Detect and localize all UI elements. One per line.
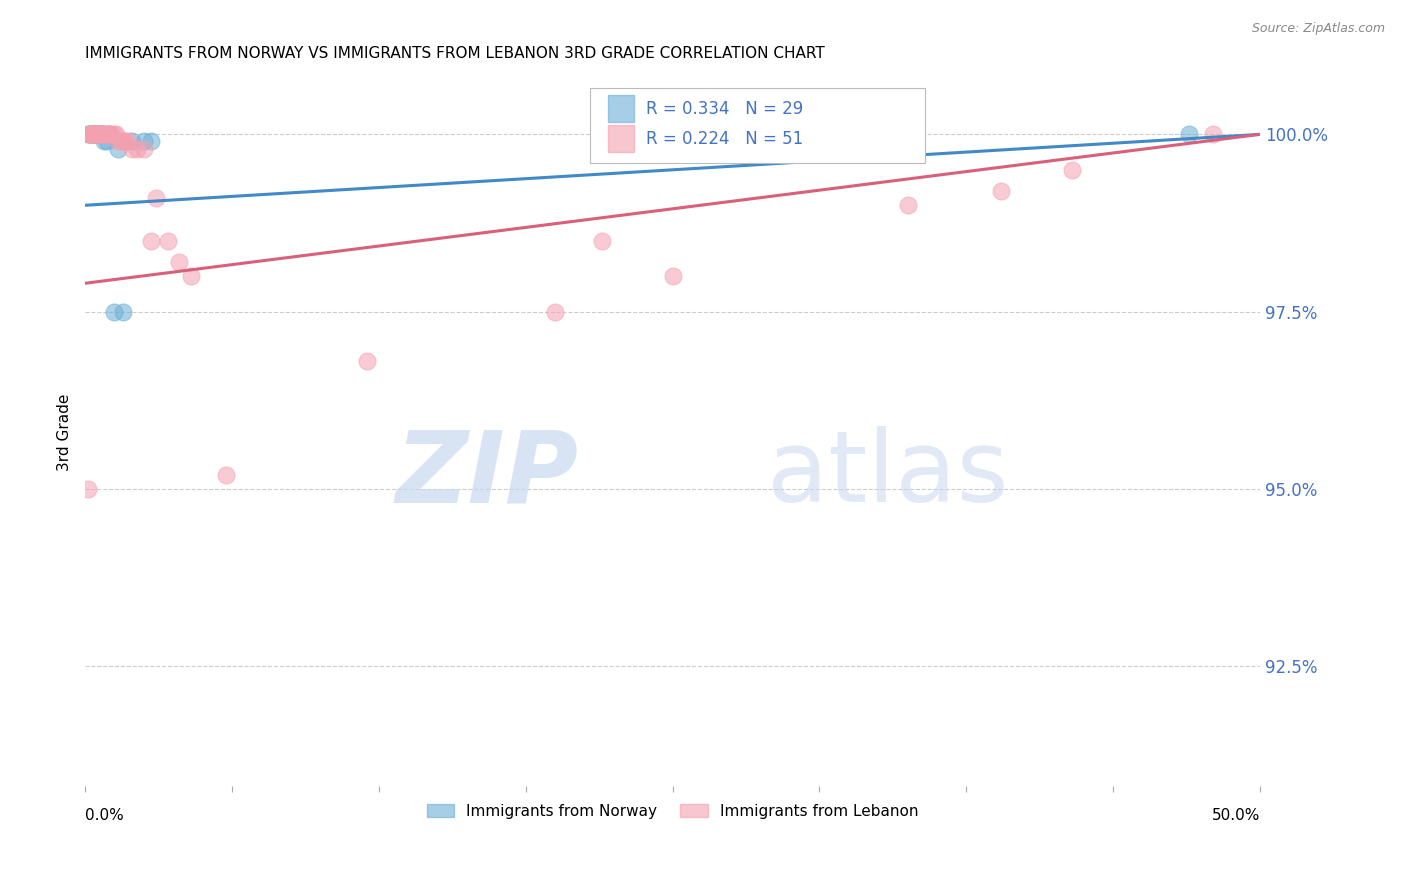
Point: [145, 191, 167, 205]
Point: [93, 128, 115, 142]
Point: [1202, 128, 1225, 142]
Point: [97, 128, 120, 142]
Point: [93, 135, 115, 149]
Point: [180, 269, 202, 284]
Point: [121, 135, 143, 149]
Text: 0.0%: 0.0%: [86, 808, 124, 822]
Text: atlas: atlas: [766, 426, 1008, 523]
Point: [103, 304, 125, 318]
Point: [90, 128, 112, 142]
Point: [83, 128, 105, 142]
Text: ZIP: ZIP: [395, 426, 579, 523]
Point: [86, 128, 108, 142]
Point: [990, 184, 1012, 198]
Point: [1060, 162, 1083, 177]
Text: Source: ZipAtlas.com: Source: ZipAtlas.com: [1251, 22, 1385, 36]
Point: [89, 128, 111, 142]
Point: [83, 128, 105, 142]
Point: [89, 128, 111, 142]
Point: [117, 135, 139, 149]
Text: R = 0.334   N = 29: R = 0.334 N = 29: [645, 100, 803, 118]
Point: [96, 128, 118, 142]
Point: [97, 128, 120, 142]
Point: [83, 128, 105, 142]
Point: [103, 128, 125, 142]
FancyBboxPatch shape: [607, 125, 634, 153]
Point: [356, 354, 378, 368]
Point: [141, 234, 163, 248]
Text: R = 0.224   N = 51: R = 0.224 N = 51: [645, 129, 803, 147]
Point: [544, 304, 567, 318]
Legend: Immigrants from Norway, Immigrants from Lebanon: Immigrants from Norway, Immigrants from …: [420, 797, 925, 825]
Point: [86, 128, 108, 142]
FancyBboxPatch shape: [591, 88, 925, 162]
Point: [114, 135, 136, 149]
Point: [896, 198, 918, 212]
Point: [100, 128, 122, 142]
Point: [156, 234, 179, 248]
Point: [83, 128, 105, 142]
Point: [86, 128, 108, 142]
Point: [86, 128, 108, 142]
Point: [79, 128, 101, 142]
Point: [89, 128, 111, 142]
Point: [125, 142, 148, 156]
Text: 50.0%: 50.0%: [1212, 808, 1260, 822]
Point: [169, 255, 191, 269]
Point: [79, 128, 101, 142]
Point: [104, 128, 127, 142]
Point: [141, 135, 163, 149]
Point: [96, 135, 118, 149]
Point: [111, 135, 134, 149]
Point: [89, 128, 111, 142]
Point: [76, 128, 98, 142]
Point: [82, 128, 104, 142]
Point: [90, 128, 112, 142]
Point: [97, 128, 120, 142]
Point: [93, 128, 115, 142]
Point: [661, 269, 683, 284]
Point: [79, 128, 101, 142]
Y-axis label: 3rd Grade: 3rd Grade: [58, 393, 72, 471]
Point: [82, 128, 104, 142]
Point: [121, 142, 143, 156]
Point: [89, 128, 111, 142]
Point: [82, 128, 104, 142]
Point: [83, 128, 105, 142]
Point: [82, 128, 104, 142]
Point: [1178, 128, 1201, 142]
Text: IMMIGRANTS FROM NORWAY VS IMMIGRANTS FROM LEBANON 3RD GRADE CORRELATION CHART: IMMIGRANTS FROM NORWAY VS IMMIGRANTS FRO…: [86, 46, 825, 62]
Point: [90, 128, 112, 142]
Point: [107, 142, 129, 156]
Point: [83, 128, 105, 142]
Point: [86, 128, 108, 142]
Point: [107, 135, 129, 149]
FancyBboxPatch shape: [607, 95, 634, 122]
Point: [96, 128, 118, 142]
Point: [591, 234, 613, 248]
Point: [86, 128, 108, 142]
Point: [76, 482, 98, 496]
Point: [79, 128, 101, 142]
Point: [90, 128, 112, 142]
Point: [111, 304, 134, 318]
Point: [90, 128, 112, 142]
Point: [733, 135, 755, 149]
Point: [215, 467, 238, 482]
Point: [110, 135, 132, 149]
Point: [132, 142, 155, 156]
Point: [132, 135, 155, 149]
